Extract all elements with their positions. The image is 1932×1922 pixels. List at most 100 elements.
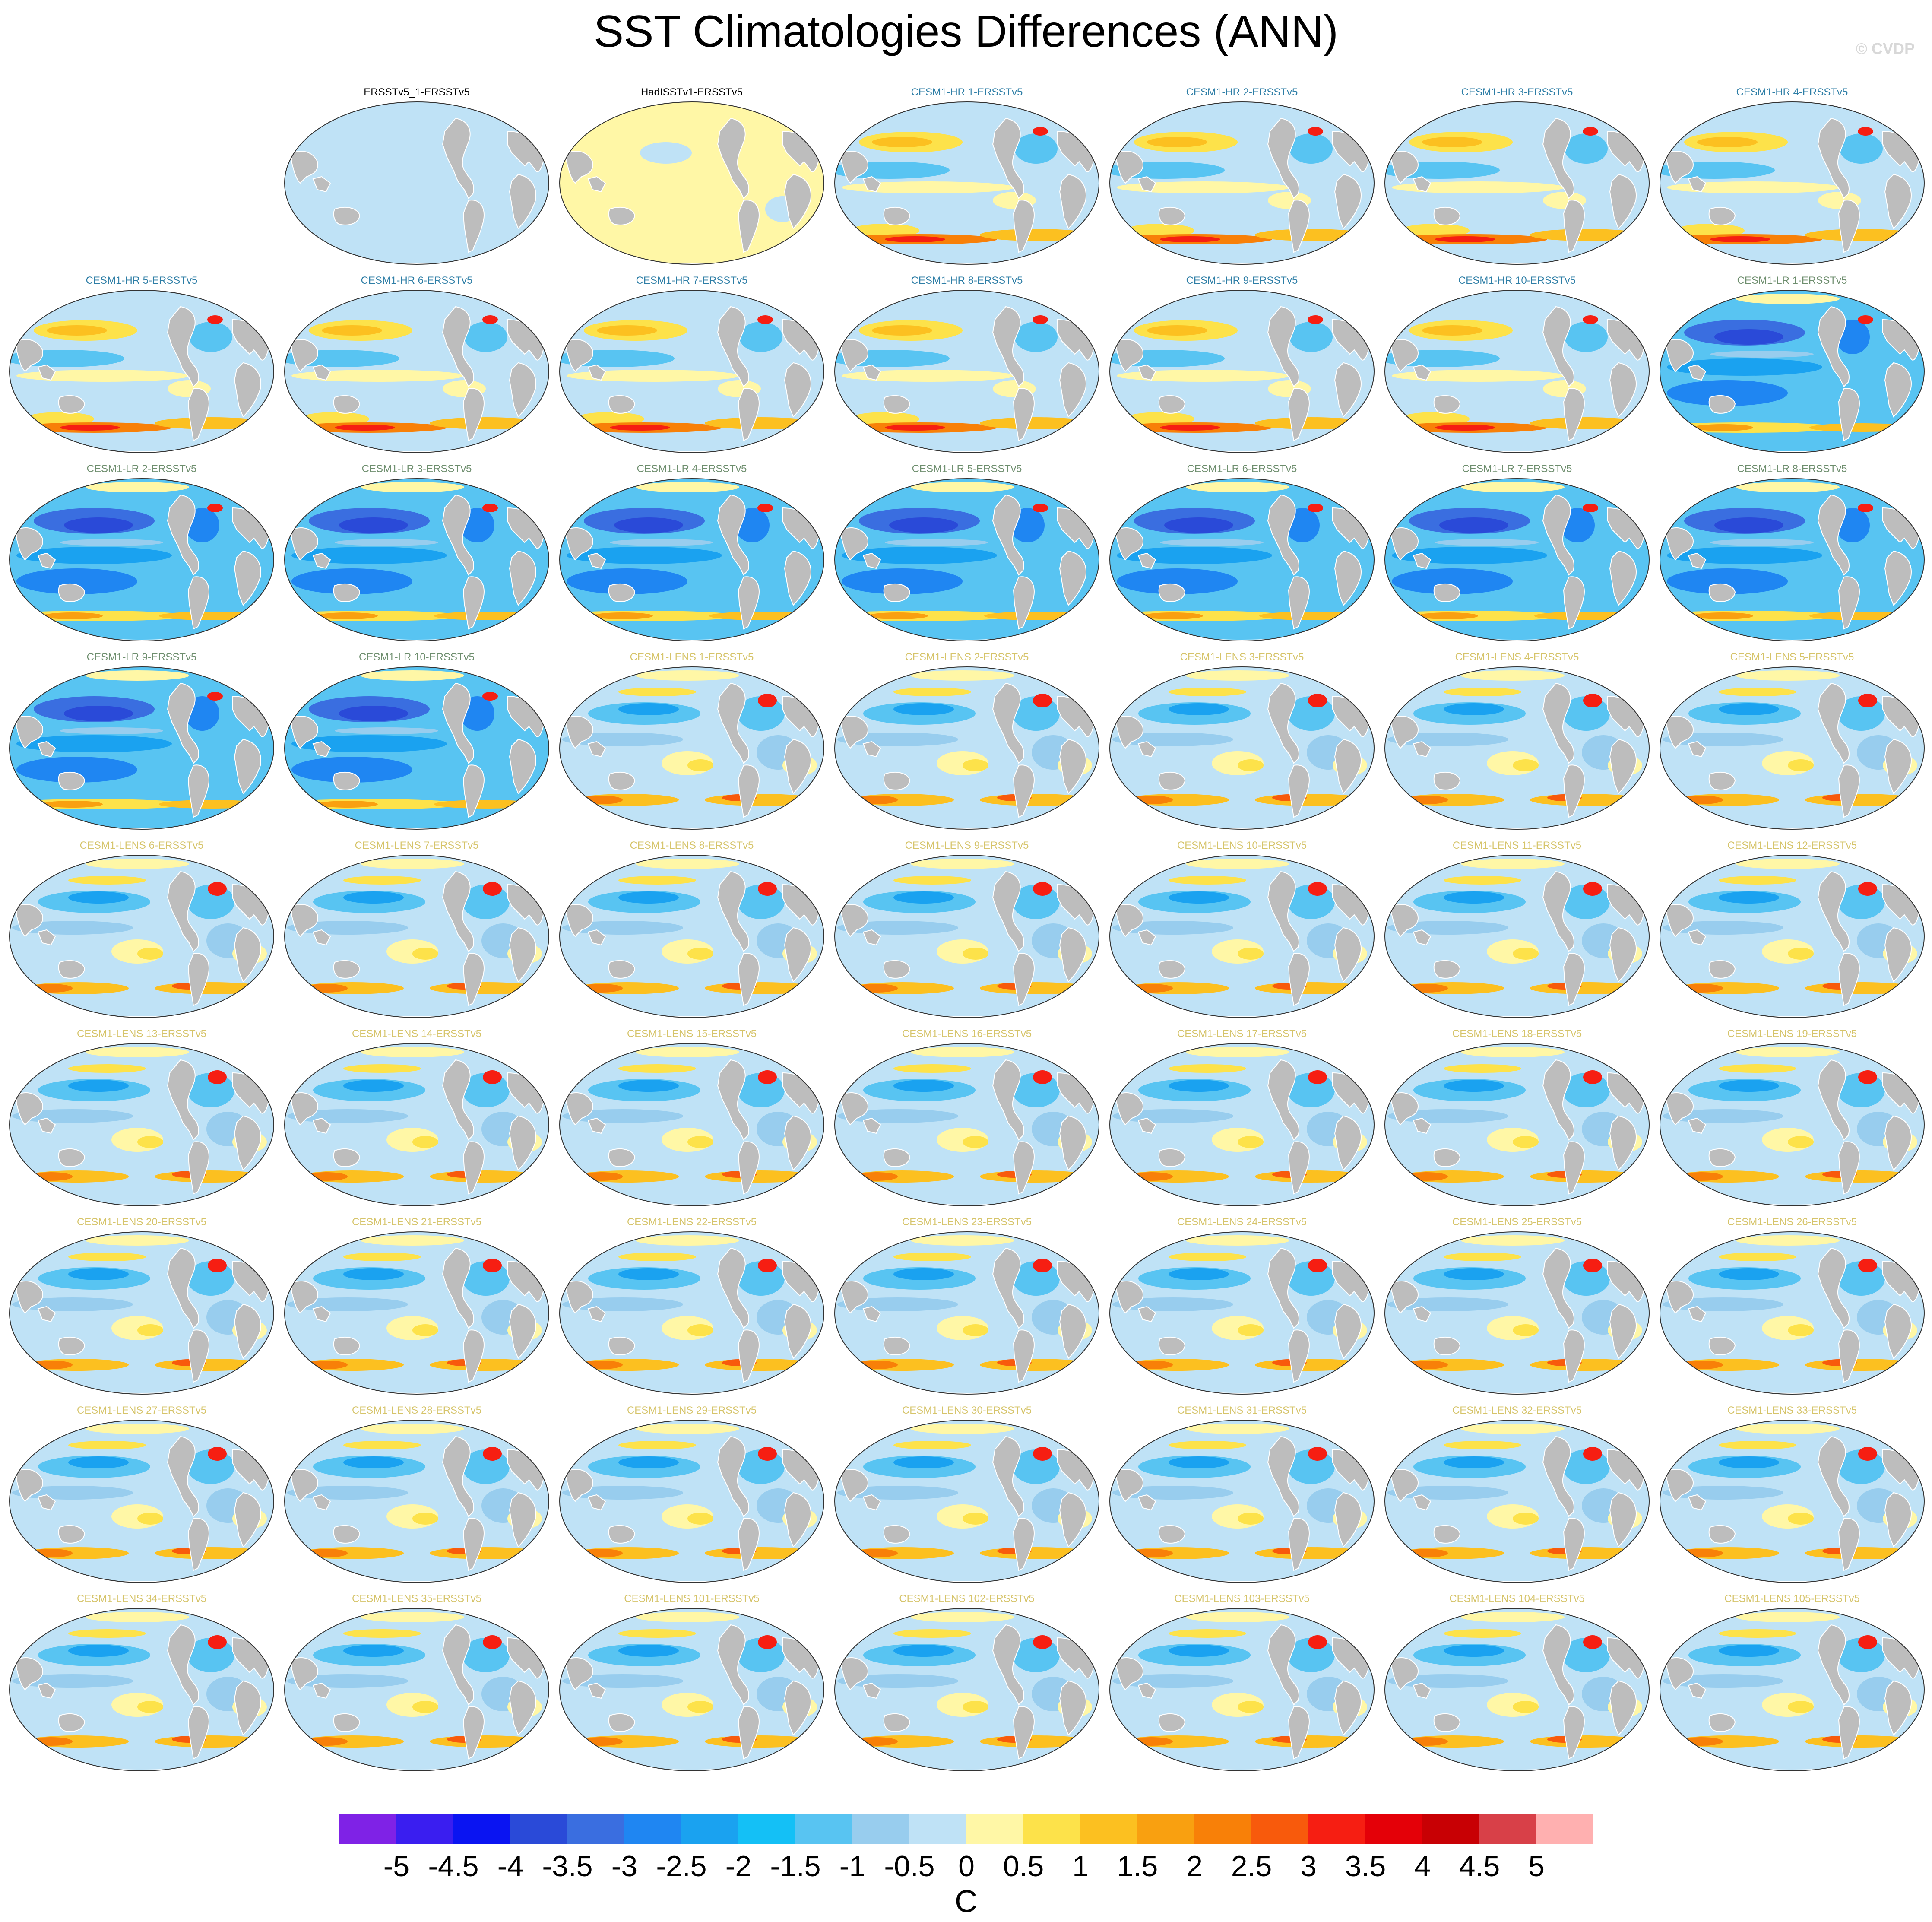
sst-anomaly-region: [1788, 1136, 1814, 1148]
map-panel-title: CESM1-LENS 11-ERSSTv5: [1452, 840, 1582, 851]
land-mass: [1267, 117, 1299, 199]
sst-anomaly-region: [1858, 882, 1877, 896]
sst-anomaly-region: [842, 370, 1014, 382]
land-mass: [587, 1117, 606, 1134]
land-mass: [1666, 716, 1694, 749]
map-panel: CESM1-LENS 11-ERSSTv5: [1383, 840, 1651, 1021]
sst-anomaly-region: [618, 1456, 679, 1468]
sst-anomaly-region: [1805, 229, 1917, 241]
sst-anomaly-region: [758, 694, 777, 707]
land-mass: [608, 1148, 636, 1167]
sst-anomaly-region: [618, 1629, 696, 1638]
land-mass: [738, 953, 760, 1006]
sst-anomaly-region: [1255, 229, 1367, 241]
sst-anomaly-region: [893, 703, 954, 715]
robinson-map: [1109, 101, 1375, 265]
land-mass: [16, 1657, 43, 1690]
land-mass: [1116, 1281, 1143, 1314]
sst-anomaly-region: [1435, 425, 1495, 431]
sst-anomaly-region: [1513, 759, 1539, 771]
map-panel: CESM1-LR 3-ERSSTv5: [283, 463, 551, 644]
land-mass: [462, 1518, 485, 1571]
land-mass: [784, 1115, 811, 1171]
land-mass: [1666, 1281, 1694, 1314]
sst-anomaly-region: [842, 568, 963, 594]
sst-anomaly-region: [1788, 1701, 1814, 1713]
sst-anomaly-region: [1117, 181, 1289, 193]
land-mass: [167, 1059, 199, 1141]
map-panel-title: CESM1-LENS 101-ERSSTv5: [624, 1593, 760, 1605]
land-mass: [1288, 1141, 1310, 1195]
map-border: [559, 855, 824, 1018]
land-mass: [717, 494, 749, 576]
robinson-map: [284, 855, 549, 1018]
sst-anomaly-region: [963, 1324, 988, 1336]
land-mass: [1267, 306, 1299, 387]
robinson-map: [834, 666, 1099, 830]
land-mass: [1391, 151, 1419, 184]
land-mass: [738, 576, 760, 630]
sst-anomaly-region: [137, 1324, 163, 1336]
robinson-map: [1384, 1420, 1650, 1583]
sst-anomaly-region: [1289, 133, 1333, 164]
land-mass: [1884, 927, 1912, 983]
sst-anomaly-region: [1400, 412, 1470, 426]
sst-anomaly-region: [705, 982, 817, 994]
sst-anomaly-region: [980, 1170, 1092, 1183]
land-mass: [717, 117, 749, 199]
sst-anomaly-region: [868, 612, 928, 619]
sst-anomaly-region: [482, 315, 498, 324]
land-mass: [234, 927, 261, 983]
map-border: [1660, 1231, 1925, 1395]
robinson-map: [1384, 1608, 1650, 1771]
land-mass: [291, 1281, 318, 1314]
land-mass: [58, 1525, 86, 1544]
land-mass: [1817, 1624, 1850, 1706]
land-mass: [333, 395, 361, 414]
land-mass: [1708, 584, 1736, 602]
robinson-map: [9, 666, 274, 830]
land-mass: [1116, 339, 1143, 372]
land-mass: [1267, 682, 1299, 764]
land-mass: [509, 1492, 536, 1548]
sst-anomaly-region: [1710, 539, 1814, 546]
map-panel-title: CESM1-LENS 21-ERSSTv5: [352, 1216, 482, 1228]
sst-anomaly-region: [412, 1324, 438, 1336]
map-border: [1384, 101, 1650, 265]
map-border: [1384, 290, 1650, 453]
map-panel-title: CESM1-HR 5-ERSSTv5: [86, 275, 198, 286]
sst-anomaly-region: [1693, 424, 1753, 431]
land-mass: [992, 306, 1024, 387]
sst-anomaly-region: [16, 370, 189, 382]
land-mass: [16, 1469, 43, 1502]
map-border: [834, 290, 1099, 453]
land-mass: [992, 871, 1024, 952]
sst-anomaly-region: [1444, 876, 1521, 885]
land-mass: [608, 1337, 636, 1355]
land-mass: [187, 953, 209, 1006]
land-mass: [717, 682, 749, 764]
colorbar-box: [1422, 1814, 1479, 1844]
sst-anomaly-region: [430, 1735, 542, 1748]
sst-anomaly-region: [1169, 1645, 1229, 1657]
land-mass: [16, 1092, 43, 1126]
robinson-map: [834, 1043, 1099, 1206]
land-mass: [442, 682, 474, 764]
colorbar-tick-label: 5: [1528, 1850, 1545, 1883]
robinson-map: [559, 290, 824, 453]
map-panel: CESM1-LENS 4-ERSSTv5: [1383, 651, 1651, 833]
land-mass: [1666, 151, 1694, 184]
land-mass: [1391, 1657, 1419, 1690]
map-border: [9, 855, 274, 1018]
sst-anomaly-region: [86, 1424, 189, 1434]
sst-anomaly-region: [1444, 1645, 1504, 1657]
sst-anomaly-region: [980, 1547, 1092, 1559]
land-mass: [333, 1148, 361, 1167]
map-panel: CESM1-LENS 7-ERSSTv5: [283, 840, 551, 1021]
land-mass: [1334, 1680, 1362, 1736]
map-border: [1109, 290, 1375, 453]
sst-anomaly-region: [1530, 982, 1642, 994]
sst-anomaly-region: [980, 1735, 1092, 1748]
sst-anomaly-region: [1392, 568, 1513, 594]
sst-anomaly-region: [1400, 224, 1470, 238]
